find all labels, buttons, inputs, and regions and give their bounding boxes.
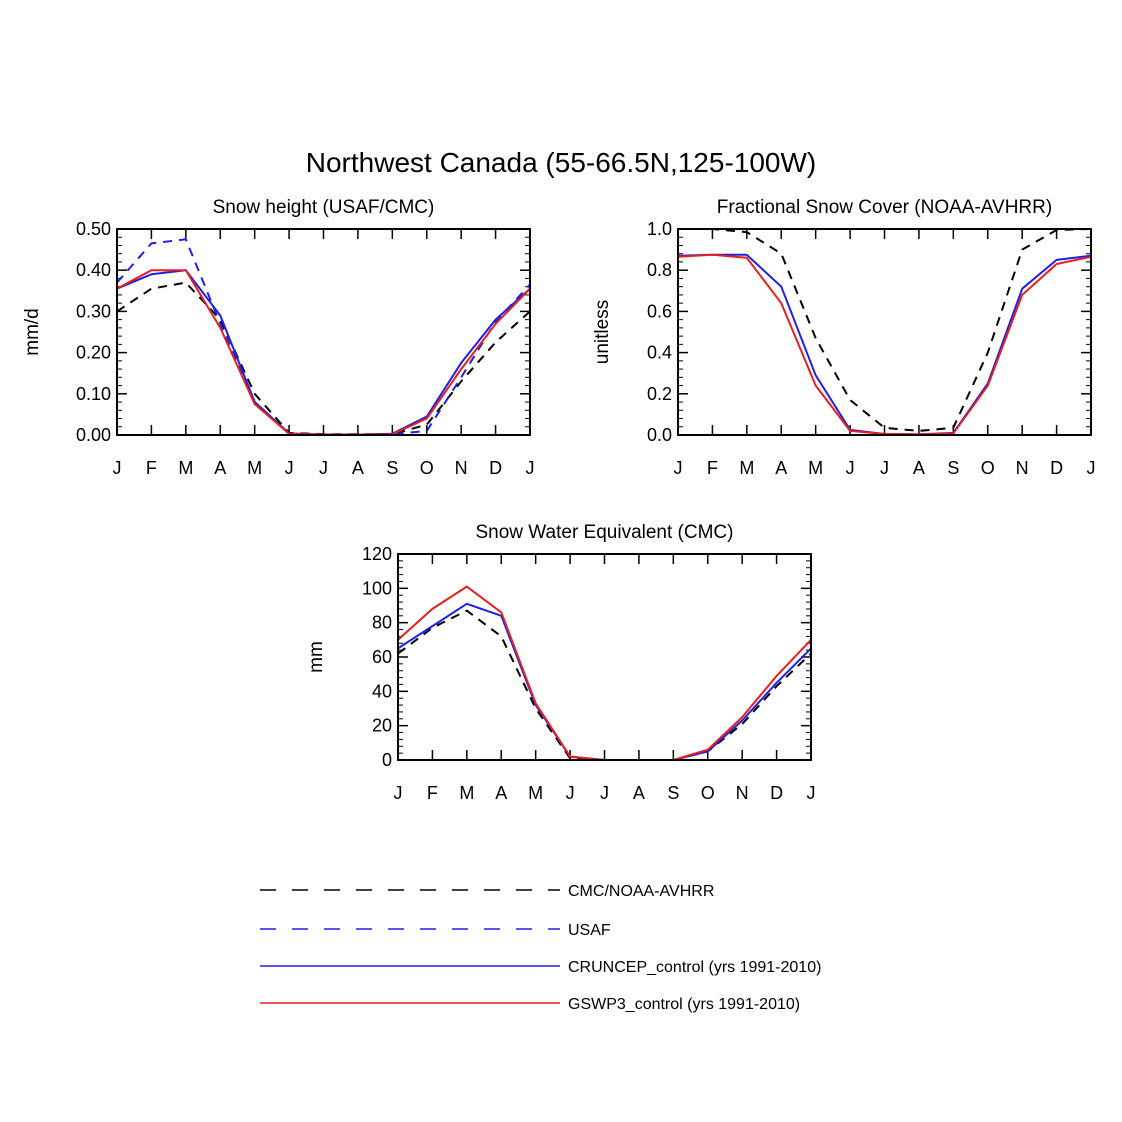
x-tick-label: J xyxy=(846,458,855,478)
x-tick-label: S xyxy=(947,458,959,478)
plot-frame xyxy=(116,228,531,436)
x-tick-label: A xyxy=(352,458,364,478)
figure-title: Northwest Canada (55-66.5N,125-100W) xyxy=(306,147,816,178)
x-tick-label: J xyxy=(113,458,122,478)
x-tick-label: N xyxy=(1016,458,1029,478)
x-tick-label: J xyxy=(319,458,328,478)
legend-label: USAF xyxy=(568,922,611,939)
y-tick-label: 0 xyxy=(382,750,392,770)
legend-label: CMC/NOAA-AVHRR xyxy=(568,883,714,900)
x-tick-label: J xyxy=(285,458,294,478)
series-line-cruncep-control xyxy=(116,269,531,436)
series-line-usaf xyxy=(116,238,531,436)
x-tick-label: F xyxy=(146,458,157,478)
y-tick-label: 20 xyxy=(372,716,392,736)
x-tick-label: O xyxy=(981,458,995,478)
series-line-cmc-noaa-avhrr xyxy=(678,228,1092,432)
x-tick-label: M xyxy=(459,783,474,803)
x-tick-label: A xyxy=(633,783,645,803)
y-tick-label: 40 xyxy=(372,681,392,701)
legend: CMC/NOAA-AVHRR USAF CRUNCEP_control (yrs 1… xyxy=(260,883,821,1013)
y-axis-label: mm/d xyxy=(22,308,43,356)
chart-panels: Snow height (USAF/CMC)mm/d0.000.100.200.… xyxy=(22,197,1096,803)
x-tick-label: A xyxy=(495,783,507,803)
x-tick-label: M xyxy=(528,783,543,803)
chart-panel-1: Snow height (USAF/CMC) mm/d 0.00 0.10 0.20 0.… xyxy=(22,197,535,478)
series-line-cruncep-control xyxy=(397,602,812,761)
x-tick-label: M xyxy=(178,458,193,478)
legend-item: GSWP3_control (yrs 1991-2010) xyxy=(260,996,800,1013)
x-tick-label: J xyxy=(807,783,816,803)
x-tick-label: M xyxy=(739,458,754,478)
series-line-cmc-noaa-avhrr xyxy=(116,281,531,436)
y-tick-label: 0.50 xyxy=(76,219,111,239)
chart-panel-3: Snow Water Equivalent (CMC) mm 0 20 40 60 80 10… xyxy=(306,522,816,803)
x-tick-label: S xyxy=(667,783,679,803)
x-tick-label: A xyxy=(214,458,226,478)
x-tick-label: J xyxy=(394,783,403,803)
x-tick-label: J xyxy=(600,783,609,803)
legend-label: CRUNCEP_control (yrs 1991-2010) xyxy=(568,959,821,976)
y-tick-label: 1.0 xyxy=(647,219,672,239)
x-tick-label: D xyxy=(1050,458,1063,478)
x-tick-label: F xyxy=(707,458,718,478)
y-axis-label: unitless xyxy=(592,300,613,364)
x-tick-label: J xyxy=(1087,458,1096,478)
y-tick-label: 80 xyxy=(372,613,392,633)
series-line-gswp3-control xyxy=(116,269,531,436)
x-tick-label: A xyxy=(775,458,787,478)
y-tick-label: 0.2 xyxy=(647,384,672,404)
series-line-gswp3-control xyxy=(397,585,812,761)
y-tick-label: 0.20 xyxy=(76,343,111,363)
y-axis-label: mm xyxy=(306,641,327,673)
y-tick-label: 0.00 xyxy=(76,425,111,445)
plot-frame xyxy=(677,228,1092,436)
y-tick-label: 0.30 xyxy=(76,301,111,321)
y-tick-label: 60 xyxy=(372,647,392,667)
x-tick-label: J xyxy=(566,783,575,803)
y-tick-label: 0.8 xyxy=(647,260,672,280)
chart-title: Snow height (USAF/CMC) xyxy=(213,197,435,218)
y-tick-label: 120 xyxy=(362,544,392,564)
x-tick-label: O xyxy=(701,783,715,803)
y-tick-label: 100 xyxy=(362,578,392,598)
x-tick-label: J xyxy=(674,458,683,478)
y-tick-label: 0.10 xyxy=(76,384,111,404)
y-tick-label: 0.4 xyxy=(647,343,672,363)
legend-label: GSWP3_control (yrs 1991-2010) xyxy=(568,996,800,1013)
chart-panel-2: Fractional Snow Cover (NOAA-AVHRR) unitle… xyxy=(592,197,1096,478)
y-tick-label: 0.40 xyxy=(76,260,111,280)
x-tick-label: A xyxy=(913,458,925,478)
legend-item: CRUNCEP_control (yrs 1991-2010) xyxy=(260,959,821,976)
legend-item: USAF xyxy=(260,922,611,939)
x-tick-label: F xyxy=(427,783,438,803)
series-line-cmc-noaa-avhrr xyxy=(397,609,812,761)
x-tick-label: D xyxy=(770,783,783,803)
x-tick-label: J xyxy=(526,458,535,478)
x-tick-label: D xyxy=(489,458,502,478)
x-tick-label: M xyxy=(247,458,262,478)
series-line-cruncep-control xyxy=(677,253,1092,436)
y-tick-label: 0.6 xyxy=(647,301,672,321)
y-tick-label: 0.0 xyxy=(647,425,672,445)
x-tick-label: M xyxy=(808,458,823,478)
x-tick-label: S xyxy=(386,458,398,478)
legend-item: CMC/NOAA-AVHRR xyxy=(260,883,714,900)
x-tick-label: O xyxy=(420,458,434,478)
x-tick-label: J xyxy=(880,458,889,478)
chart-title: Snow Water Equivalent (CMC) xyxy=(476,522,734,543)
plot-frame xyxy=(397,553,812,761)
x-tick-label: N xyxy=(455,458,468,478)
x-tick-label: N xyxy=(736,783,749,803)
chart-title: Fractional Snow Cover (NOAA-AVHRR) xyxy=(717,197,1052,218)
